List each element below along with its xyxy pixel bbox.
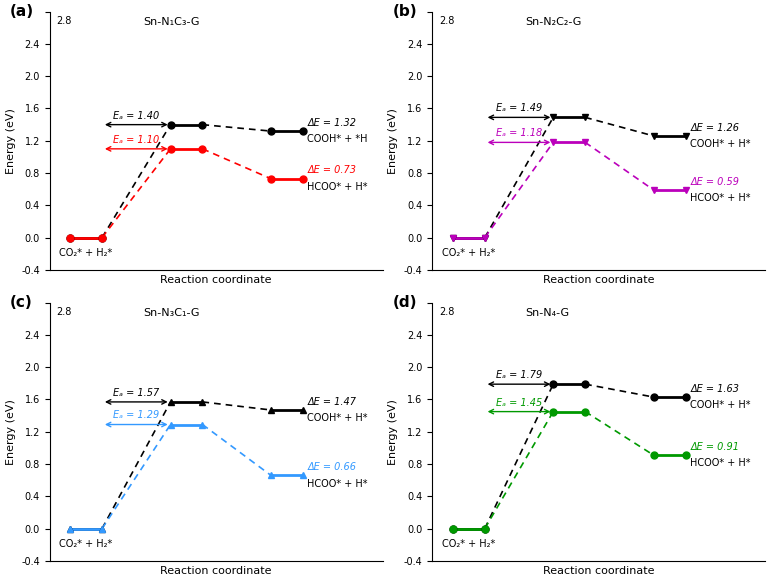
Text: 2.8: 2.8: [56, 16, 72, 26]
Text: Eₐ = 1.79: Eₐ = 1.79: [496, 370, 542, 380]
Text: (d): (d): [392, 295, 417, 310]
Text: Eₐ = 1.40: Eₐ = 1.40: [113, 111, 160, 120]
Text: COOH* + *H: COOH* + *H: [308, 134, 368, 144]
Text: CO₂* + H₂*: CO₂* + H₂*: [59, 539, 113, 549]
Text: Sn-N₄-G: Sn-N₄-G: [526, 308, 570, 318]
Text: Eₐ = 1.57: Eₐ = 1.57: [113, 388, 160, 398]
Text: ΔE = 1.63: ΔE = 1.63: [690, 384, 739, 394]
Text: (b): (b): [392, 4, 417, 19]
X-axis label: Reaction coordinate: Reaction coordinate: [160, 275, 272, 285]
Text: CO₂* + H₂*: CO₂* + H₂*: [59, 248, 113, 258]
Text: HCOO* + H*: HCOO* + H*: [690, 459, 751, 469]
Y-axis label: Energy (eV): Energy (eV): [389, 108, 399, 173]
Text: ΔE = 1.47: ΔE = 1.47: [308, 397, 356, 407]
Y-axis label: Energy (eV): Energy (eV): [5, 108, 15, 173]
Text: Sn-N₂C₂-G: Sn-N₂C₂-G: [526, 17, 582, 27]
Text: Sn-N₃C₁-G: Sn-N₃C₁-G: [143, 308, 200, 318]
Text: HCOO* + H*: HCOO* + H*: [690, 193, 751, 203]
Text: ΔE = 0.91: ΔE = 0.91: [690, 442, 739, 452]
Text: ΔE = 1.32: ΔE = 1.32: [308, 118, 356, 128]
Text: Sn-N₁C₃-G: Sn-N₁C₃-G: [143, 17, 200, 27]
Text: CO₂* + H₂*: CO₂* + H₂*: [443, 248, 496, 258]
X-axis label: Reaction coordinate: Reaction coordinate: [160, 566, 272, 576]
Text: (c): (c): [9, 295, 32, 310]
Text: (a): (a): [9, 4, 34, 19]
Text: COOH* + H*: COOH* + H*: [690, 400, 751, 410]
Text: Eₐ = 1.29: Eₐ = 1.29: [113, 410, 160, 420]
Text: ΔE = 1.26: ΔE = 1.26: [690, 123, 739, 133]
Text: 2.8: 2.8: [56, 307, 72, 317]
Text: Eₐ = 1.18: Eₐ = 1.18: [496, 129, 542, 139]
Text: COOH* + H*: COOH* + H*: [308, 413, 368, 423]
Text: CO₂* + H₂*: CO₂* + H₂*: [443, 539, 496, 549]
X-axis label: Reaction coordinate: Reaction coordinate: [543, 275, 655, 285]
Text: ΔE = 0.59: ΔE = 0.59: [690, 177, 739, 187]
X-axis label: Reaction coordinate: Reaction coordinate: [543, 566, 655, 576]
Text: HCOO* + H*: HCOO* + H*: [308, 182, 368, 192]
Text: 2.8: 2.8: [439, 307, 454, 317]
Text: ΔE = 0.73: ΔE = 0.73: [308, 165, 356, 176]
Text: Eₐ = 1.45: Eₐ = 1.45: [496, 398, 542, 407]
Text: ΔE = 0.66: ΔE = 0.66: [308, 462, 356, 472]
Y-axis label: Energy (eV): Energy (eV): [389, 399, 399, 464]
Text: HCOO* + H*: HCOO* + H*: [308, 478, 368, 488]
Text: COOH* + H*: COOH* + H*: [690, 139, 751, 149]
Y-axis label: Energy (eV): Energy (eV): [5, 399, 15, 464]
Text: Eₐ = 1.49: Eₐ = 1.49: [496, 104, 542, 113]
Text: 2.8: 2.8: [439, 16, 454, 26]
Text: Eₐ = 1.10: Eₐ = 1.10: [113, 135, 160, 145]
